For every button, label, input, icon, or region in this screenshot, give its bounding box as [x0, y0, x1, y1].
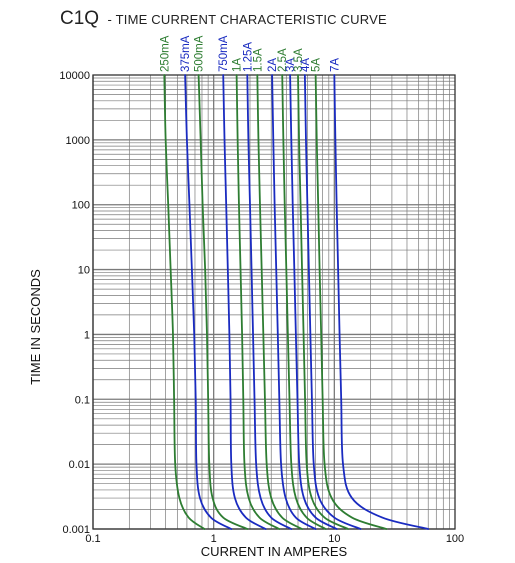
curve-1.25A — [246, 74, 293, 530]
x-axis-title: CURRENT IN AMPERES — [201, 544, 348, 559]
curve-label: 500mA — [194, 35, 206, 72]
curve-label: 3A — [285, 58, 297, 72]
curve-375mA — [184, 74, 233, 530]
y-axis-title: TIME IN SECONDS — [28, 269, 43, 385]
grid-lines — [92, 74, 456, 530]
chart-title: C1Q - TIME CURRENT CHARACTERISTIC CURVE — [60, 8, 387, 30]
curve-label: 5A — [311, 58, 323, 72]
curve-2A — [271, 74, 317, 530]
y-tick-label: 1000 — [66, 135, 90, 147]
curve-1A — [235, 74, 281, 530]
y-tick-label: 10 — [78, 265, 90, 277]
x-tick-label: 1 — [211, 533, 217, 545]
curve-label: 1.5A — [252, 48, 264, 72]
plot-frame — [92, 74, 456, 530]
y-tick-label: 100 — [72, 200, 90, 212]
curve-5A — [314, 74, 388, 530]
curve-label: 1.25A — [242, 42, 254, 72]
y-tick-label: 0.001 — [62, 524, 90, 536]
curve-1.5A — [256, 74, 303, 530]
y-tick-label: 0.1 — [75, 394, 90, 406]
y-tick-label: 1 — [84, 329, 90, 341]
tick-labels: 0.1 1 10 100 0.001 0.01 0.1 1 10 100 1000 10000 — [59, 70, 464, 545]
y-tick-label: 0.01 — [69, 459, 90, 471]
curve-label: 750mA — [218, 35, 230, 72]
curves — [163, 74, 430, 530]
curve-label: 3.5A — [293, 48, 305, 72]
curve-label: 1A — [232, 58, 244, 72]
x-tick-label: 10 — [328, 533, 340, 545]
curve-label: 7A — [329, 58, 341, 72]
curve-2.5A — [281, 74, 327, 530]
curve-3.5A — [297, 74, 349, 530]
curve-3A — [289, 74, 338, 530]
curve-label: 2A — [267, 58, 279, 72]
x-tick-label: 100 — [446, 533, 464, 545]
curve-label: 2.5A — [277, 48, 289, 72]
curve-label: 250mA — [159, 35, 171, 72]
curve-label: 4A — [300, 58, 312, 72]
chart-title-subtitle: - TIME CURRENT CHARACTERISTIC CURVE — [107, 12, 387, 27]
curve-4A — [303, 74, 362, 530]
chart-title-main: C1Q — [60, 8, 100, 29]
curve-500mA — [197, 74, 249, 530]
curve-7A — [333, 74, 430, 530]
curve-750mA — [222, 74, 267, 530]
x-tick-label: 0.1 — [85, 533, 100, 545]
curve-label: 375mA — [180, 35, 192, 72]
y-tick-label: 10000 — [59, 70, 90, 82]
curve-250mA — [163, 74, 206, 530]
